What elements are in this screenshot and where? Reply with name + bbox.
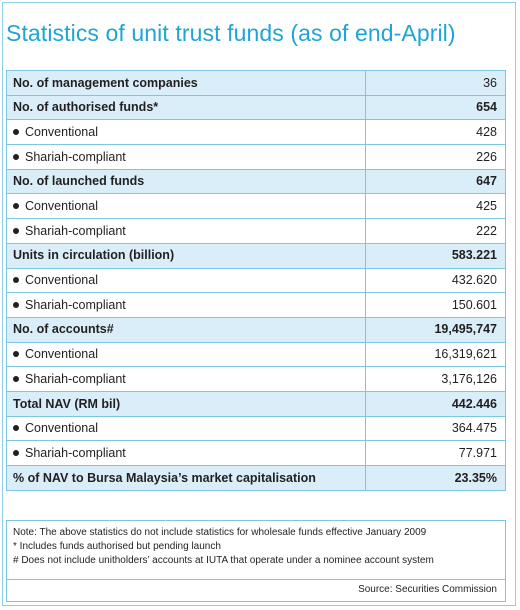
note-authorised: * Includes funds authorised but pending … <box>13 541 221 552</box>
row-label: No. of launched funds <box>6 168 366 195</box>
row-label: % of NAV to Bursa Malaysia’s market capi… <box>6 465 366 491</box>
table-row: Shariah-compliant 222 <box>6 218 506 244</box>
table-row: No. of accounts# 19,495,747 <box>6 316 506 343</box>
row-value: 364.475 <box>365 415 506 442</box>
footnotes: Note: The above statistics do not includ… <box>6 520 506 580</box>
row-value: 654 <box>365 94 506 121</box>
row-value: 19,495,747 <box>365 316 506 343</box>
row-label: No. of accounts# <box>6 316 366 343</box>
table-row: Shariah-compliant 3,176,126 <box>6 366 506 392</box>
row-label: Shariah-compliant <box>6 366 366 392</box>
row-label: Shariah-compliant <box>6 440 366 466</box>
bullet-icon <box>13 375 19 382</box>
table-row: Conventional 428 <box>6 119 506 146</box>
row-label: Shariah-compliant <box>6 144 366 170</box>
table-row: No. of authorised funds* 654 <box>6 94 506 121</box>
row-value: 150.601 <box>365 292 506 318</box>
row-value: 442.446 <box>365 390 506 417</box>
table-row: No. of launched funds 647 <box>6 168 506 195</box>
row-label: Conventional <box>6 193 366 220</box>
page-title: Statistics of unit trust funds (as of en… <box>6 20 456 46</box>
row-label: No. of authorised funds* <box>6 94 366 121</box>
row-label: Shariah-compliant <box>6 292 366 318</box>
row-value: 432.620 <box>365 267 506 294</box>
row-value: 3,176,126 <box>365 366 506 392</box>
bullet-icon <box>13 227 19 234</box>
source-credit: Source: Securities Commission <box>6 580 506 602</box>
row-value: 222 <box>365 218 506 244</box>
table-row: Shariah-compliant 226 <box>6 144 506 170</box>
bullet-icon <box>13 449 19 456</box>
table-row: Conventional 16,319,621 <box>6 341 506 368</box>
table-row: Units in circulation (billion) 583.221 <box>6 242 506 269</box>
table-row: % of NAV to Bursa Malaysia’s market capi… <box>6 465 506 491</box>
row-value: 77.971 <box>365 440 506 466</box>
row-label: Total NAV (RM bil) <box>6 390 366 417</box>
table-row: Conventional 432.620 <box>6 267 506 294</box>
table-row: Conventional 425 <box>6 193 506 220</box>
table-row: Shariah-compliant 77.971 <box>6 440 506 466</box>
row-label: Units in circulation (billion) <box>6 242 366 269</box>
bullet-icon <box>13 277 19 284</box>
row-label: Shariah-compliant <box>6 218 366 244</box>
row-label: Conventional <box>6 119 366 146</box>
row-value: 428 <box>365 119 506 146</box>
note-accounts: # Does not include unitholders’ accounts… <box>13 555 434 566</box>
table-row: Total NAV (RM bil) 442.446 <box>6 390 506 417</box>
row-value: 16,319,621 <box>365 341 506 368</box>
table-row: Conventional 364.475 <box>6 415 506 442</box>
row-label: Conventional <box>6 341 366 368</box>
bullet-icon <box>13 425 19 432</box>
row-label: Conventional <box>6 415 366 442</box>
note-wholesale: Note: The above statistics do not includ… <box>13 527 427 538</box>
row-value: 647 <box>365 168 506 195</box>
bullet-icon <box>13 153 19 160</box>
bullet-icon <box>13 128 19 135</box>
row-value: 425 <box>365 193 506 220</box>
row-value: 36 <box>365 70 506 96</box>
row-label: No. of management companies <box>6 70 366 96</box>
bullet-icon <box>13 351 19 358</box>
row-label: Conventional <box>6 267 366 294</box>
bullet-icon <box>13 203 19 210</box>
bullet-icon <box>13 301 19 308</box>
statistics-table: No. of management companies 36 No. of au… <box>6 70 506 491</box>
row-value: 226 <box>365 144 506 170</box>
row-value: 23.35% <box>365 465 506 491</box>
table-row: Shariah-compliant 150.601 <box>6 292 506 318</box>
table-row: No. of management companies 36 <box>6 70 506 96</box>
row-value: 583.221 <box>365 242 506 269</box>
